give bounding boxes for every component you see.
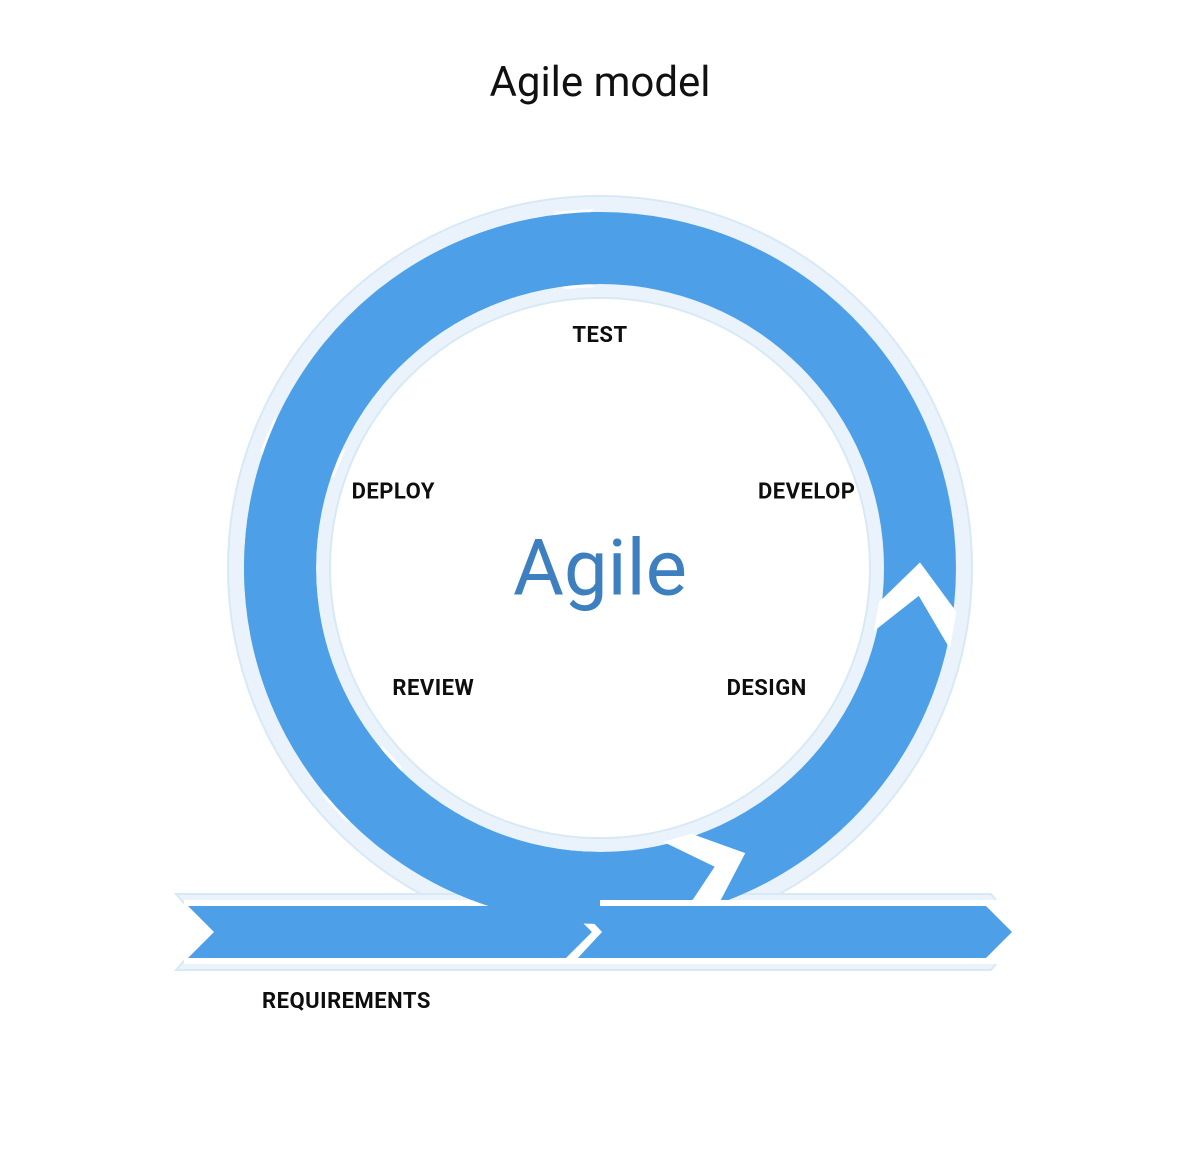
phase-label-requirements: REQUIREMENTS: [262, 989, 431, 1014]
phase-label-deploy: DEPLOY: [352, 480, 435, 505]
phase-label-design: DESIGN: [727, 676, 807, 701]
phase-label-test: TEST: [572, 323, 627, 348]
phase-label-review: REVIEW: [392, 676, 474, 701]
diagram-title: Agile model: [0, 58, 1200, 107]
page: Agile model Agile TEST DEPLOY REVIEW DESIGN D…: [0, 0, 1200, 1154]
bottom-bar-right: [576, 906, 1012, 958]
agile-cycle-diagram: Agile TEST DEPLOY REVIEW DESIGN DEVELOP REQUIR…: [150, 158, 1050, 1058]
center-label: Agile: [513, 524, 687, 615]
cycle-svg: Agile TEST DEPLOY REVIEW DESIGN DEVELOP REQUIR…: [150, 158, 1050, 1058]
phase-label-develop: DEVELOP: [758, 480, 855, 505]
